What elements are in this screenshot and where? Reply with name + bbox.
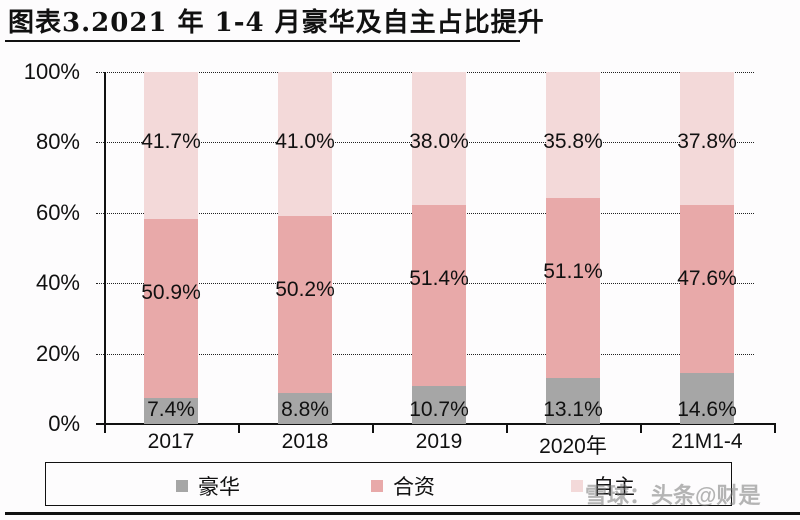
- bar-segment: [278, 393, 332, 424]
- data-label: 50.9%: [141, 280, 201, 304]
- data-label: 14.6%: [677, 398, 737, 421]
- bar-0: 7.4% 50.9% 41.7%: [141, 72, 201, 424]
- x-tick-label: 2018: [281, 430, 329, 453]
- watermark: 雪球：头条@财是: [585, 483, 761, 508]
- data-label: 41.7%: [141, 130, 201, 153]
- y-tick-label: 60%: [35, 199, 80, 225]
- bar-segment: [546, 72, 600, 199]
- y-tick-label: 80%: [35, 129, 80, 155]
- bar-segment: [680, 372, 734, 424]
- x-tick-label: 2019: [415, 430, 463, 453]
- bar-1: 8.8% 50.2% 41.0%: [275, 72, 335, 424]
- bar-2: 10.7% 51.4% 38.0%: [409, 71, 469, 424]
- legend-swatch-icon: [176, 480, 188, 492]
- x-axis: [96, 423, 774, 425]
- legend-label: 自主: [593, 475, 635, 499]
- data-label: 41.0%: [275, 130, 335, 153]
- bar-segment: [412, 386, 466, 424]
- chart-title: 图表3.2021 年 1-4 月豪华及自主占比提升: [8, 8, 545, 38]
- legend-label: 豪华: [198, 475, 240, 499]
- bar-segment: [278, 72, 332, 217]
- bar-segment: [680, 72, 734, 206]
- data-label: 7.4%: [147, 398, 195, 421]
- legend-swatch-icon: [571, 480, 583, 492]
- data-label: 37.8%: [677, 130, 737, 153]
- y-tick-label: 100%: [23, 59, 80, 84]
- x-tick: [506, 423, 508, 433]
- x-tick: [104, 423, 106, 433]
- bar-segment: [546, 377, 600, 424]
- y-axis: [104, 72, 106, 424]
- bar-segment: [144, 397, 198, 424]
- bar-segment: [546, 198, 600, 378]
- y-tick-label: 20%: [35, 340, 80, 366]
- legend-item: 自主: [571, 471, 635, 501]
- data-label: 13.1%: [543, 398, 603, 421]
- bar-segment: [144, 72, 198, 219]
- data-label: 51.1%: [543, 260, 603, 284]
- data-label: 47.6%: [677, 267, 737, 291]
- y-tick-label: 40%: [35, 270, 80, 296]
- bar-3: 13.1% 51.1% 35.8%: [543, 72, 603, 424]
- legend-label: 合资: [393, 475, 435, 499]
- y-tick-label: 0%: [48, 411, 80, 436]
- data-label: 10.7%: [409, 398, 469, 421]
- x-tick: [640, 423, 642, 433]
- bar-segment: [412, 71, 466, 206]
- x-tick: [238, 423, 240, 433]
- title-rule: [5, 40, 520, 42]
- bar-segment: [278, 216, 332, 394]
- legend-swatch-icon: [371, 480, 383, 492]
- data-label: 50.2%: [275, 278, 335, 302]
- x-tick-label: 2020年: [539, 435, 607, 458]
- x-tick: [774, 423, 776, 433]
- x-tick: [372, 423, 374, 433]
- x-tick-label: 21M1-4: [671, 430, 743, 453]
- data-label: 38.0%: [409, 129, 469, 153]
- bar-segment: [680, 205, 734, 373]
- bar-4: 14.6% 47.6% 37.8%: [677, 72, 737, 424]
- data-label: 51.4%: [409, 267, 469, 291]
- bar-segment: [144, 218, 198, 398]
- chart-legend: 豪华 合资 自主: [45, 462, 732, 506]
- legend-item: 合资: [371, 471, 435, 501]
- x-tick-label: 2017: [147, 430, 195, 453]
- data-label: 8.8%: [281, 398, 329, 421]
- legend-item: 豪华: [176, 471, 240, 501]
- bar-segment: [412, 205, 466, 387]
- bottom-rule: [5, 512, 800, 515]
- data-label: 35.8%: [543, 130, 603, 153]
